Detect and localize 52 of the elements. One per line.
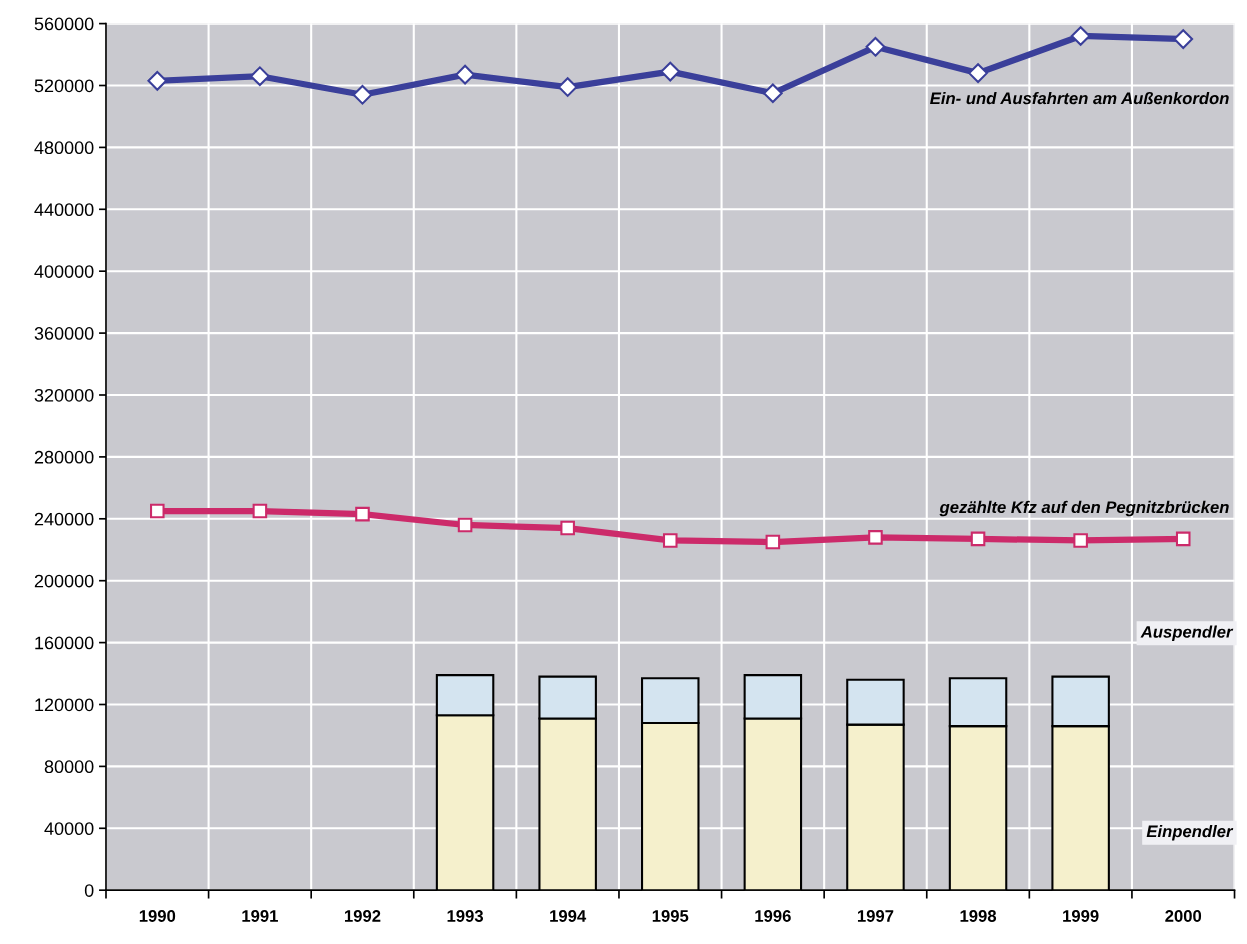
x-tick-label: 1998: [960, 910, 997, 922]
y-tick-label: 0: [84, 884, 94, 897]
y-tick-label: 280000: [34, 450, 94, 464]
point: [1175, 531, 1191, 547]
point: [557, 77, 578, 97]
point: [1073, 533, 1088, 548]
point: [762, 83, 783, 104]
x-tick-label: 1997: [857, 910, 894, 922]
y-tick-label: 440000: [34, 203, 94, 217]
series-label: gezählte Kfz auf den Pegnitzbrücken: [939, 500, 1229, 517]
point: [1173, 29, 1194, 49]
x-tick-label: 2000: [1165, 910, 1202, 922]
point: [660, 61, 681, 82]
point: [147, 70, 168, 91]
y-tick-label: 560000: [34, 17, 94, 31]
x-tick-label: 1994: [550, 910, 587, 922]
y-tick-label: 520000: [34, 79, 94, 93]
y-tick-label: 360000: [34, 327, 94, 340]
point: [968, 63, 988, 83]
y-tick-label: 400000: [34, 265, 94, 278]
x-tick-label: 1996: [755, 910, 791, 922]
point: [457, 517, 473, 533]
series-label: Ein- und Ausfahrten am Außenkordon: [930, 91, 1229, 105]
point: [252, 503, 268, 519]
text: Einpendler: [1146, 825, 1234, 841]
y-tick-label: 160000: [35, 636, 94, 650]
point: [560, 520, 575, 536]
y-tick-label: 320000: [34, 388, 94, 402]
point: [150, 503, 165, 519]
text: Auspendler: [1140, 625, 1234, 642]
point: [868, 530, 883, 545]
x-tick-label: 1991: [242, 910, 278, 922]
x-tick-label: 1992: [344, 910, 381, 922]
y-tick-label: 200000: [34, 574, 94, 588]
point: [865, 36, 886, 57]
x-tick-label: 1993: [447, 910, 484, 922]
point: [662, 533, 678, 548]
y-tick-label: 80000: [44, 760, 94, 774]
y-tick-label: 40000: [44, 822, 94, 836]
x-tick-label: 1990: [139, 910, 176, 922]
point: [765, 534, 781, 550]
point: [352, 84, 373, 105]
y-tick-label: 480000: [34, 141, 94, 155]
point: [455, 64, 475, 85]
point: [970, 531, 986, 547]
point: [355, 506, 370, 522]
y-tick-label: 240000: [34, 512, 94, 526]
point: [1070, 26, 1091, 46]
x-tick-label: 1999: [1063, 910, 1099, 922]
y-tick-label: 120000: [35, 698, 94, 712]
x-tick-label: 1995: [652, 910, 689, 922]
point: [250, 66, 270, 87]
